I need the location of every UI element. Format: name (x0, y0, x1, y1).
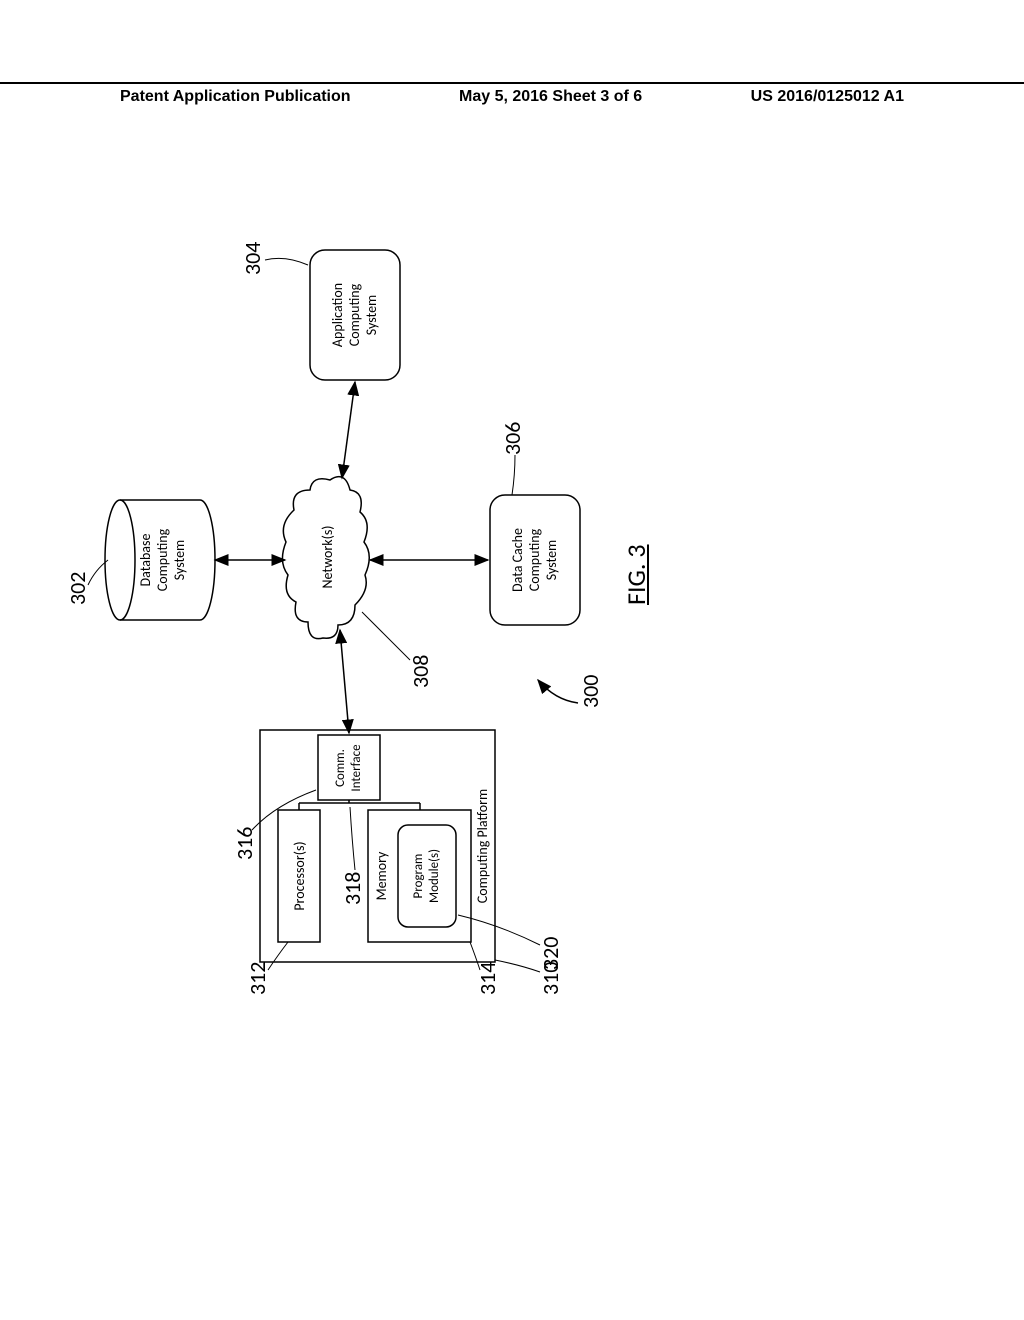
diagram-container: Database Computing System Application Co… (60, 300, 960, 1000)
ref-316: 316 (231, 827, 258, 860)
svg-text:Computing Platform: Computing Platform (474, 789, 491, 903)
ref-314: 314 (474, 962, 501, 995)
svg-text:Interface: Interface (349, 744, 364, 791)
svg-text:Database: Database (137, 534, 154, 587)
svg-text:Computing: Computing (346, 283, 363, 346)
application-node: Application Computing System (310, 250, 400, 380)
ref-304: 304 (239, 242, 266, 275)
edge-comm-network (340, 630, 349, 733)
svg-text:Processor(s): Processor(s) (291, 841, 308, 910)
ref-318: 318 (339, 872, 366, 905)
datacache-node: Data Cache Computing System (490, 495, 580, 625)
svg-text:Comm.: Comm. (333, 749, 348, 787)
network-cloud: Network(s) (282, 477, 369, 639)
svg-text:Application: Application (329, 283, 346, 347)
edge-network-app (342, 382, 355, 478)
svg-text:Computing: Computing (154, 528, 171, 591)
header-publication: Patent Application Publication (120, 88, 351, 106)
ref-320: 320 (537, 937, 564, 970)
svg-text:System: System (363, 295, 380, 335)
svg-text:Computing: Computing (526, 528, 543, 591)
figure-label: FIG. 3 (620, 544, 652, 605)
database-node: Database Computing System (105, 500, 215, 620)
program-module-box: Program Module(s) (398, 825, 456, 927)
ref-300: 300 (577, 675, 604, 708)
svg-text:Data Cache: Data Cache (509, 528, 526, 592)
ref-308: 308 (407, 655, 434, 688)
page-header: Patent Application Publication May 5, 20… (0, 82, 1024, 106)
svg-text:Program: Program (411, 854, 426, 899)
svg-text:Memory: Memory (373, 851, 390, 900)
svg-text:Network(s): Network(s) (319, 525, 336, 588)
header-patent-number: US 2016/0125012 A1 (751, 88, 904, 106)
ref-306: 306 (499, 422, 526, 455)
ref-312: 312 (244, 962, 271, 995)
ref-302: 302 (64, 572, 91, 605)
header-date-sheet: May 5, 2016 Sheet 3 of 6 (459, 88, 642, 106)
svg-text:System: System (171, 540, 188, 580)
svg-text:System: System (543, 540, 560, 580)
comm-interface-box: Comm. Interface (318, 735, 380, 800)
processor-box: Processor(s) (278, 810, 320, 942)
diagram-svg: Database Computing System Application Co… (60, 200, 660, 1000)
svg-text:Module(s): Module(s) (427, 849, 442, 903)
